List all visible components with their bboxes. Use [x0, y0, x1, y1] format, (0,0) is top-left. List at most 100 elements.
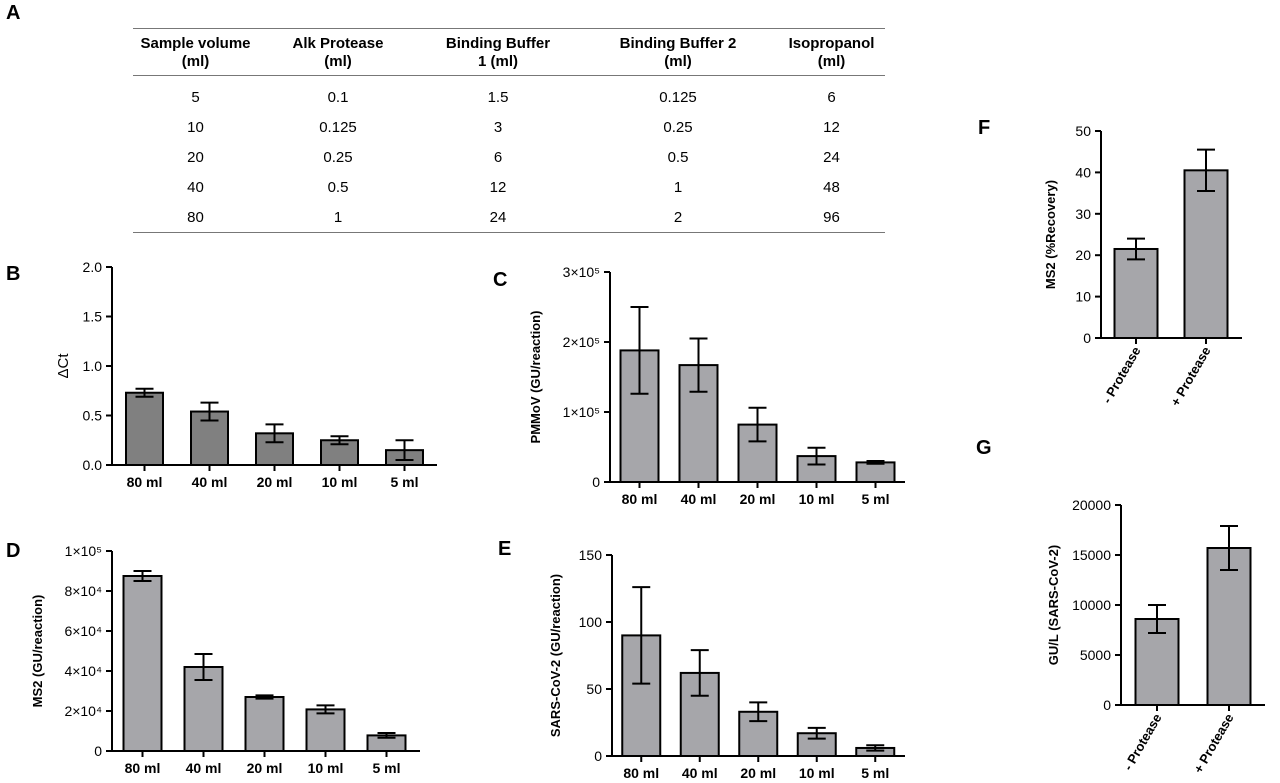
table-header-binding-buffer-2: Binding Buffer 2 (ml) — [619, 35, 737, 70]
table-cell: 1 — [673, 178, 683, 196]
table-cell: 20 — [187, 148, 204, 166]
table-cell: 3 — [493, 118, 503, 136]
chart-e-y-tick-label: 150 — [579, 547, 603, 563]
chart-b-category-label-40-ml: 40 ml — [192, 474, 228, 490]
chart-f-y-tick-label: 30 — [1075, 206, 1091, 222]
chart-g-category-label-protease: + Protease — [1191, 711, 1237, 776]
chart-e-category-label-80-ml: 80 ml — [623, 765, 659, 781]
chart-d-category-label-5-ml: 5 ml — [372, 760, 400, 776]
chart-f-category-label-protease: + Protease — [1168, 344, 1214, 409]
chart-c-category-label-80-ml: 80 ml — [622, 491, 658, 507]
table-cell: 0.25 — [663, 118, 693, 136]
chart-b-y-tick-label: 1.0 — [83, 358, 103, 374]
chart-f-y-tick-label: 40 — [1075, 164, 1091, 180]
table-cell: 24 — [489, 208, 507, 226]
chart-f-y-tick-label: 50 — [1075, 123, 1091, 139]
panel-label-a: A — [6, 2, 21, 24]
chart-d-bar-10-ml — [305, 708, 346, 753]
chart-d-y-tick-label: 4×10⁴ — [64, 663, 102, 679]
table-cell: 10 — [187, 118, 204, 136]
table-cell: 24 — [823, 148, 840, 166]
table-cell: 0.125 — [319, 118, 357, 136]
chart-e-category-label-5-ml: 5 ml — [861, 765, 889, 781]
chart-e-category-label-20-ml: 20 ml — [740, 765, 776, 781]
chart-c-category-label-5-ml: 5 ml — [861, 491, 889, 507]
panel-label-c: C — [493, 269, 508, 291]
chart-c-bar-5-ml — [855, 461, 896, 483]
chart-d-y-tick-label: 1×10⁵ — [65, 543, 102, 559]
reagent-volume-table: Sample volume (ml) Alk Protease (ml) Bin… — [133, 28, 885, 233]
table-header-isopropanol: Isopropanol (ml) — [788, 35, 875, 70]
chart-e-y-tick-label: 100 — [579, 614, 603, 630]
chart-b-category-label-80-ml: 80 ml — [127, 474, 163, 490]
chart-g-bar-protease — [1206, 547, 1252, 706]
chart-d-y-tick-label: 2×10⁴ — [64, 703, 102, 719]
chart-d-category-label-20-ml: 20 ml — [247, 760, 283, 776]
chart-f-y-tick-label: 10 — [1075, 289, 1091, 305]
table-cell: 0.5 — [667, 148, 689, 166]
table-cell: 48 — [823, 178, 840, 196]
chart-c-category-label-40-ml: 40 ml — [681, 491, 717, 507]
table-cell: 12 — [489, 178, 507, 196]
chart-g-y-tick-label: 20000 — [1072, 497, 1111, 513]
chart-d-bar-80-ml — [122, 575, 163, 752]
chart-g-bar-protease — [1134, 618, 1180, 706]
chart-b-y-tick-label: 0.5 — [83, 408, 103, 424]
chart-b-y-axis-label: ΔCt — [55, 353, 72, 379]
chart-b-category-label-5-ml: 5 ml — [390, 474, 418, 490]
chart-d-category-label-10-ml: 10 ml — [308, 760, 344, 776]
table-row: 80 1 24 2 96 — [133, 202, 885, 233]
chart-d-category-label-80-ml: 80 ml — [125, 760, 161, 776]
table-cell: 0.25 — [323, 148, 353, 166]
chart-f-y-axis-label: MS2 (%Recovery) — [1043, 180, 1058, 289]
chart-f-bar-protease — [1113, 247, 1159, 340]
panel-label-g: G — [976, 437, 992, 459]
chart-d-category-label-40-ml: 40 ml — [186, 760, 222, 776]
table-cell: 40 — [187, 178, 204, 196]
panel-label-e: E — [498, 538, 512, 560]
chart-e-y-tick-label: 0 — [594, 748, 602, 764]
chart-b-y-tick-label: 2.0 — [83, 259, 103, 275]
table-row: 20 0.25 6 0.5 24 — [133, 142, 885, 172]
panel-label-b: B — [6, 263, 21, 285]
table-cell: 0.125 — [659, 88, 697, 106]
chart-f-bar-protease — [1183, 169, 1229, 339]
table-header-row: Sample volume (ml) Alk Protease (ml) Bin… — [133, 28, 885, 76]
chart-f-y-tick-label: 0 — [1083, 330, 1091, 346]
table-cell: 1 — [333, 208, 343, 226]
chart-d-y-tick-label: 0 — [94, 743, 102, 759]
panel-label-f: F — [978, 117, 991, 139]
table-cell: 5 — [191, 88, 200, 106]
table-cell: 0.5 — [327, 178, 349, 196]
chart-d-bar-20-ml — [244, 696, 285, 752]
table-header-sample-volume: Sample volume (ml) — [140, 35, 251, 70]
table-header-alk-protease: Alk Protease (ml) — [292, 35, 384, 70]
chart-g-y-tick-label: 0 — [1103, 697, 1111, 713]
table-cell: 6 — [827, 88, 836, 106]
table-row: 5 0.1 1.5 0.125 6 — [133, 76, 885, 113]
chart-e-category-label-10-ml: 10 ml — [799, 765, 835, 781]
chart-g-y-axis-label: GU/L (SARS-CoV-2) — [1046, 545, 1061, 665]
chart-e-category-label-40-ml: 40 ml — [682, 765, 718, 781]
chart-f-y-tick-label: 20 — [1075, 247, 1091, 263]
chart-c-y-axis-label: PMMoV (GU/reaction) — [528, 311, 543, 444]
chart-b-bar-80-ml — [125, 391, 164, 467]
chart-f-category-label-protease: - Protease — [1099, 344, 1143, 406]
chart-d-y-tick-label: 8×10⁴ — [64, 583, 102, 599]
table-cell: 12 — [823, 118, 840, 136]
chart-c-y-tick-label: 3×10⁵ — [563, 264, 600, 280]
chart-c-category-label-20-ml: 20 ml — [740, 491, 776, 507]
chart-g-y-tick-label: 15000 — [1072, 547, 1111, 563]
chart-c-category-label-10-ml: 10 ml — [799, 491, 835, 507]
chart-c-y-tick-label: 0 — [592, 474, 600, 490]
table-cell: 1.5 — [487, 88, 509, 106]
chart-b-category-label-10-ml: 10 ml — [322, 474, 358, 490]
chart-c-y-tick-label: 2×10⁵ — [563, 334, 600, 350]
chart-d-y-axis-label: MS2 (GU/reaction) — [30, 595, 45, 708]
panel-label-d: D — [6, 540, 21, 562]
chart-b-y-tick-label: 1.5 — [83, 309, 103, 325]
chart-b-category-label-20-ml: 20 ml — [257, 474, 293, 490]
chart-g-category-label-protease: - Protease — [1120, 711, 1164, 773]
chart-d-y-tick-label: 6×10⁴ — [64, 623, 102, 639]
